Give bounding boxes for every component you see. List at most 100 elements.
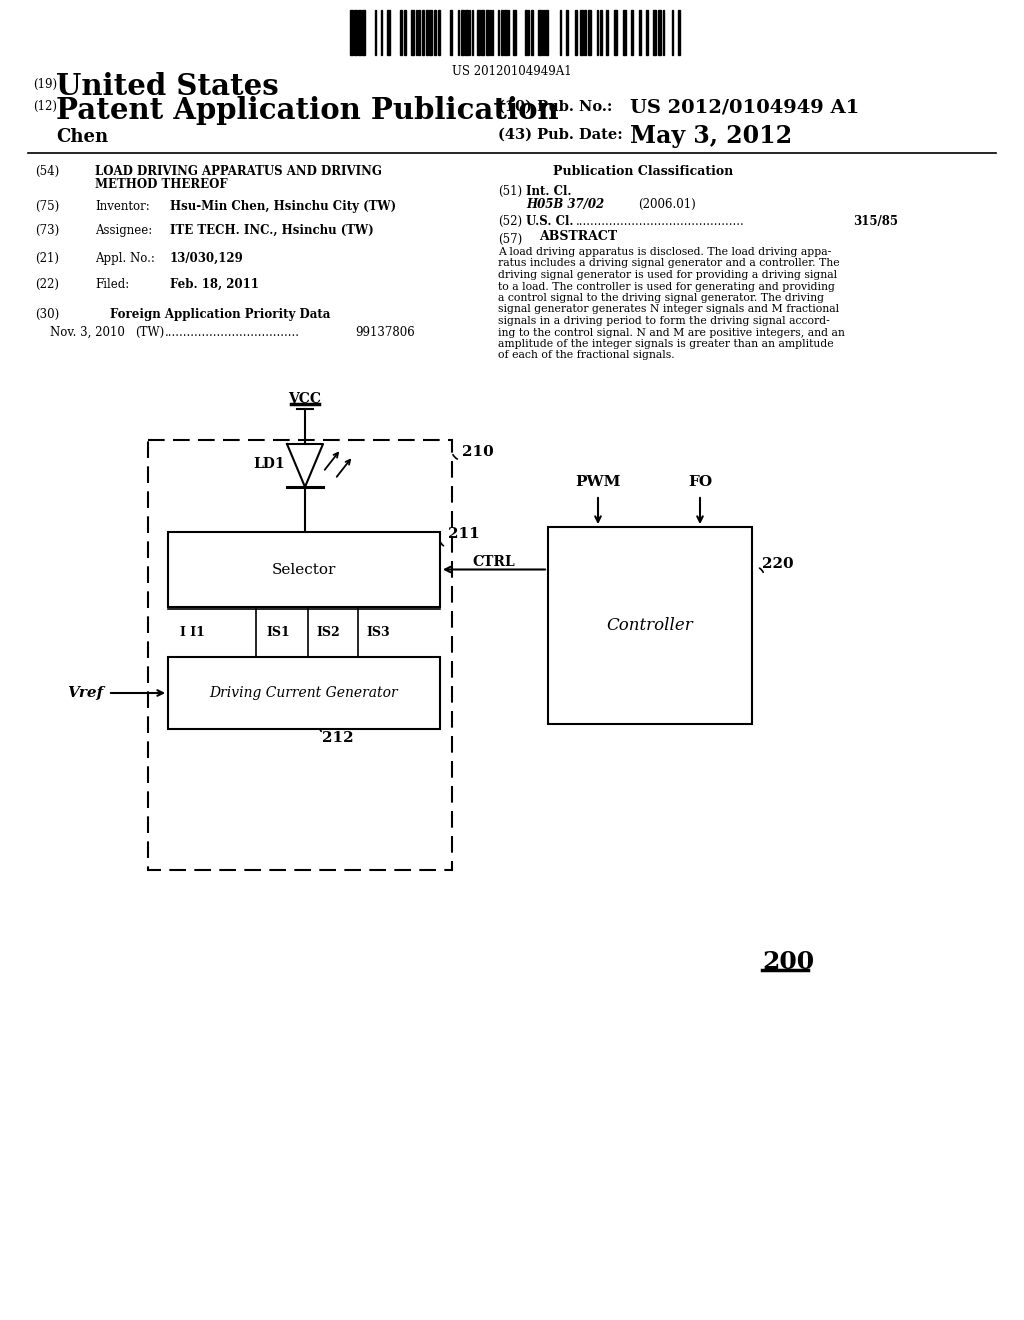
Text: METHOD THEREOF: METHOD THEREOF — [95, 178, 227, 191]
Bar — [434, 11, 436, 55]
Text: FO: FO — [688, 475, 712, 488]
Text: LD1: LD1 — [253, 457, 285, 471]
Bar — [600, 11, 602, 55]
Text: amplitude of the integer signals is greater than an amplitude: amplitude of the integer signals is grea… — [498, 339, 834, 348]
Text: Nov. 3, 2010: Nov. 3, 2010 — [50, 326, 125, 339]
Bar — [504, 11, 507, 55]
FancyArrowPatch shape — [760, 568, 763, 573]
Bar — [678, 11, 680, 55]
Text: driving signal generator is used for providing a driving signal: driving signal generator is used for pro… — [498, 271, 838, 280]
Text: (43) Pub. Date:: (43) Pub. Date: — [498, 128, 623, 143]
Text: Patent Application Publication: Patent Application Publication — [56, 96, 559, 125]
Bar — [580, 11, 583, 55]
Text: ratus includes a driving signal generator and a controller. The: ratus includes a driving signal generato… — [498, 259, 840, 268]
Text: ....................................: .................................... — [165, 326, 300, 339]
Bar — [461, 11, 464, 55]
Bar — [168, 532, 440, 607]
Text: Chen: Chen — [56, 128, 109, 147]
Bar — [513, 11, 516, 55]
Text: 99137806: 99137806 — [355, 326, 415, 339]
Bar — [477, 11, 480, 55]
Text: (2006.01): (2006.01) — [638, 198, 695, 211]
Bar — [525, 11, 527, 55]
Text: Inventor:: Inventor: — [95, 201, 150, 213]
Bar — [148, 440, 452, 870]
Bar — [623, 11, 626, 55]
Bar — [584, 11, 586, 55]
Text: May 3, 2012: May 3, 2012 — [630, 124, 793, 148]
Bar — [614, 11, 617, 55]
Bar — [387, 11, 390, 55]
Bar — [538, 11, 541, 55]
Bar — [531, 11, 534, 55]
Bar — [438, 11, 440, 55]
Bar — [411, 11, 414, 55]
Text: Controller: Controller — [606, 616, 693, 634]
Text: LOAD DRIVING APPARATUS AND DRIVING: LOAD DRIVING APPARATUS AND DRIVING — [95, 165, 382, 178]
Text: US 20120104949A1: US 20120104949A1 — [453, 65, 571, 78]
Text: .............................................: ........................................… — [575, 215, 744, 228]
Bar — [350, 11, 353, 55]
Text: US 2012/0104949 A1: US 2012/0104949 A1 — [630, 98, 859, 116]
Text: (19): (19) — [33, 78, 57, 91]
Bar — [418, 11, 420, 55]
Bar — [653, 11, 656, 55]
Text: 212: 212 — [322, 731, 353, 744]
Text: 210: 210 — [462, 445, 494, 459]
Text: 220: 220 — [762, 557, 794, 572]
Text: (52): (52) — [498, 215, 522, 228]
Text: H05B 37/02: H05B 37/02 — [526, 198, 604, 211]
Bar — [362, 11, 365, 55]
Bar — [639, 11, 641, 55]
Bar — [658, 11, 662, 55]
Text: Appl. No.:: Appl. No.: — [95, 252, 155, 265]
Text: 211: 211 — [449, 527, 480, 541]
Text: signal generator generates N integer signals and M fractional: signal generator generates N integer sig… — [498, 305, 839, 314]
Bar — [354, 11, 357, 55]
FancyArrowPatch shape — [440, 543, 443, 545]
Bar — [168, 657, 440, 729]
Text: 315/85: 315/85 — [853, 215, 898, 228]
Text: (21): (21) — [35, 252, 59, 265]
Bar — [481, 11, 484, 55]
Bar — [546, 11, 548, 55]
Text: I I1: I I1 — [180, 627, 205, 639]
Bar — [400, 11, 402, 55]
Text: (73): (73) — [35, 224, 59, 238]
Text: 13/030,129: 13/030,129 — [170, 252, 244, 265]
Text: Int. Cl.: Int. Cl. — [526, 185, 571, 198]
Bar — [501, 11, 503, 55]
Text: IS2: IS2 — [316, 627, 340, 639]
Text: U.S. Cl.: U.S. Cl. — [526, 215, 573, 228]
Bar — [588, 11, 591, 55]
Text: Filed:: Filed: — [95, 279, 129, 290]
Text: (TW): (TW) — [135, 326, 164, 339]
Text: (57): (57) — [498, 234, 522, 246]
Text: (51): (51) — [498, 185, 522, 198]
Text: Driving Current Generator: Driving Current Generator — [210, 686, 398, 700]
Text: ing to the control signal. N and M are positive integers, and an: ing to the control signal. N and M are p… — [498, 327, 845, 338]
Text: (22): (22) — [35, 279, 59, 290]
Text: ITE TECH. INC., Hsinchu (TW): ITE TECH. INC., Hsinchu (TW) — [170, 224, 374, 238]
Text: CTRL: CTRL — [473, 556, 515, 569]
Bar — [566, 11, 568, 55]
Text: (10) Pub. No.:: (10) Pub. No.: — [498, 100, 612, 114]
Text: (30): (30) — [35, 308, 59, 321]
Text: a control signal to the driving signal generator. The driving: a control signal to the driving signal g… — [498, 293, 824, 304]
Text: (75): (75) — [35, 201, 59, 213]
Bar — [358, 11, 361, 55]
Text: IS3: IS3 — [366, 627, 389, 639]
Text: Vref: Vref — [67, 686, 103, 700]
Text: Hsu-Min Chen, Hsinchu City (TW): Hsu-Min Chen, Hsinchu City (TW) — [170, 201, 396, 213]
Text: PWM: PWM — [575, 475, 621, 488]
Text: signals in a driving period to form the driving signal accord-: signals in a driving period to form the … — [498, 315, 829, 326]
Text: Assignee:: Assignee: — [95, 224, 153, 238]
Bar — [646, 11, 648, 55]
Text: VCC: VCC — [289, 392, 322, 407]
Bar — [426, 11, 428, 55]
Text: A load driving apparatus is disclosed. The load driving appa-: A load driving apparatus is disclosed. T… — [498, 247, 831, 257]
Bar — [450, 11, 452, 55]
Bar — [486, 11, 489, 55]
FancyArrowPatch shape — [318, 729, 322, 731]
Bar — [429, 11, 432, 55]
